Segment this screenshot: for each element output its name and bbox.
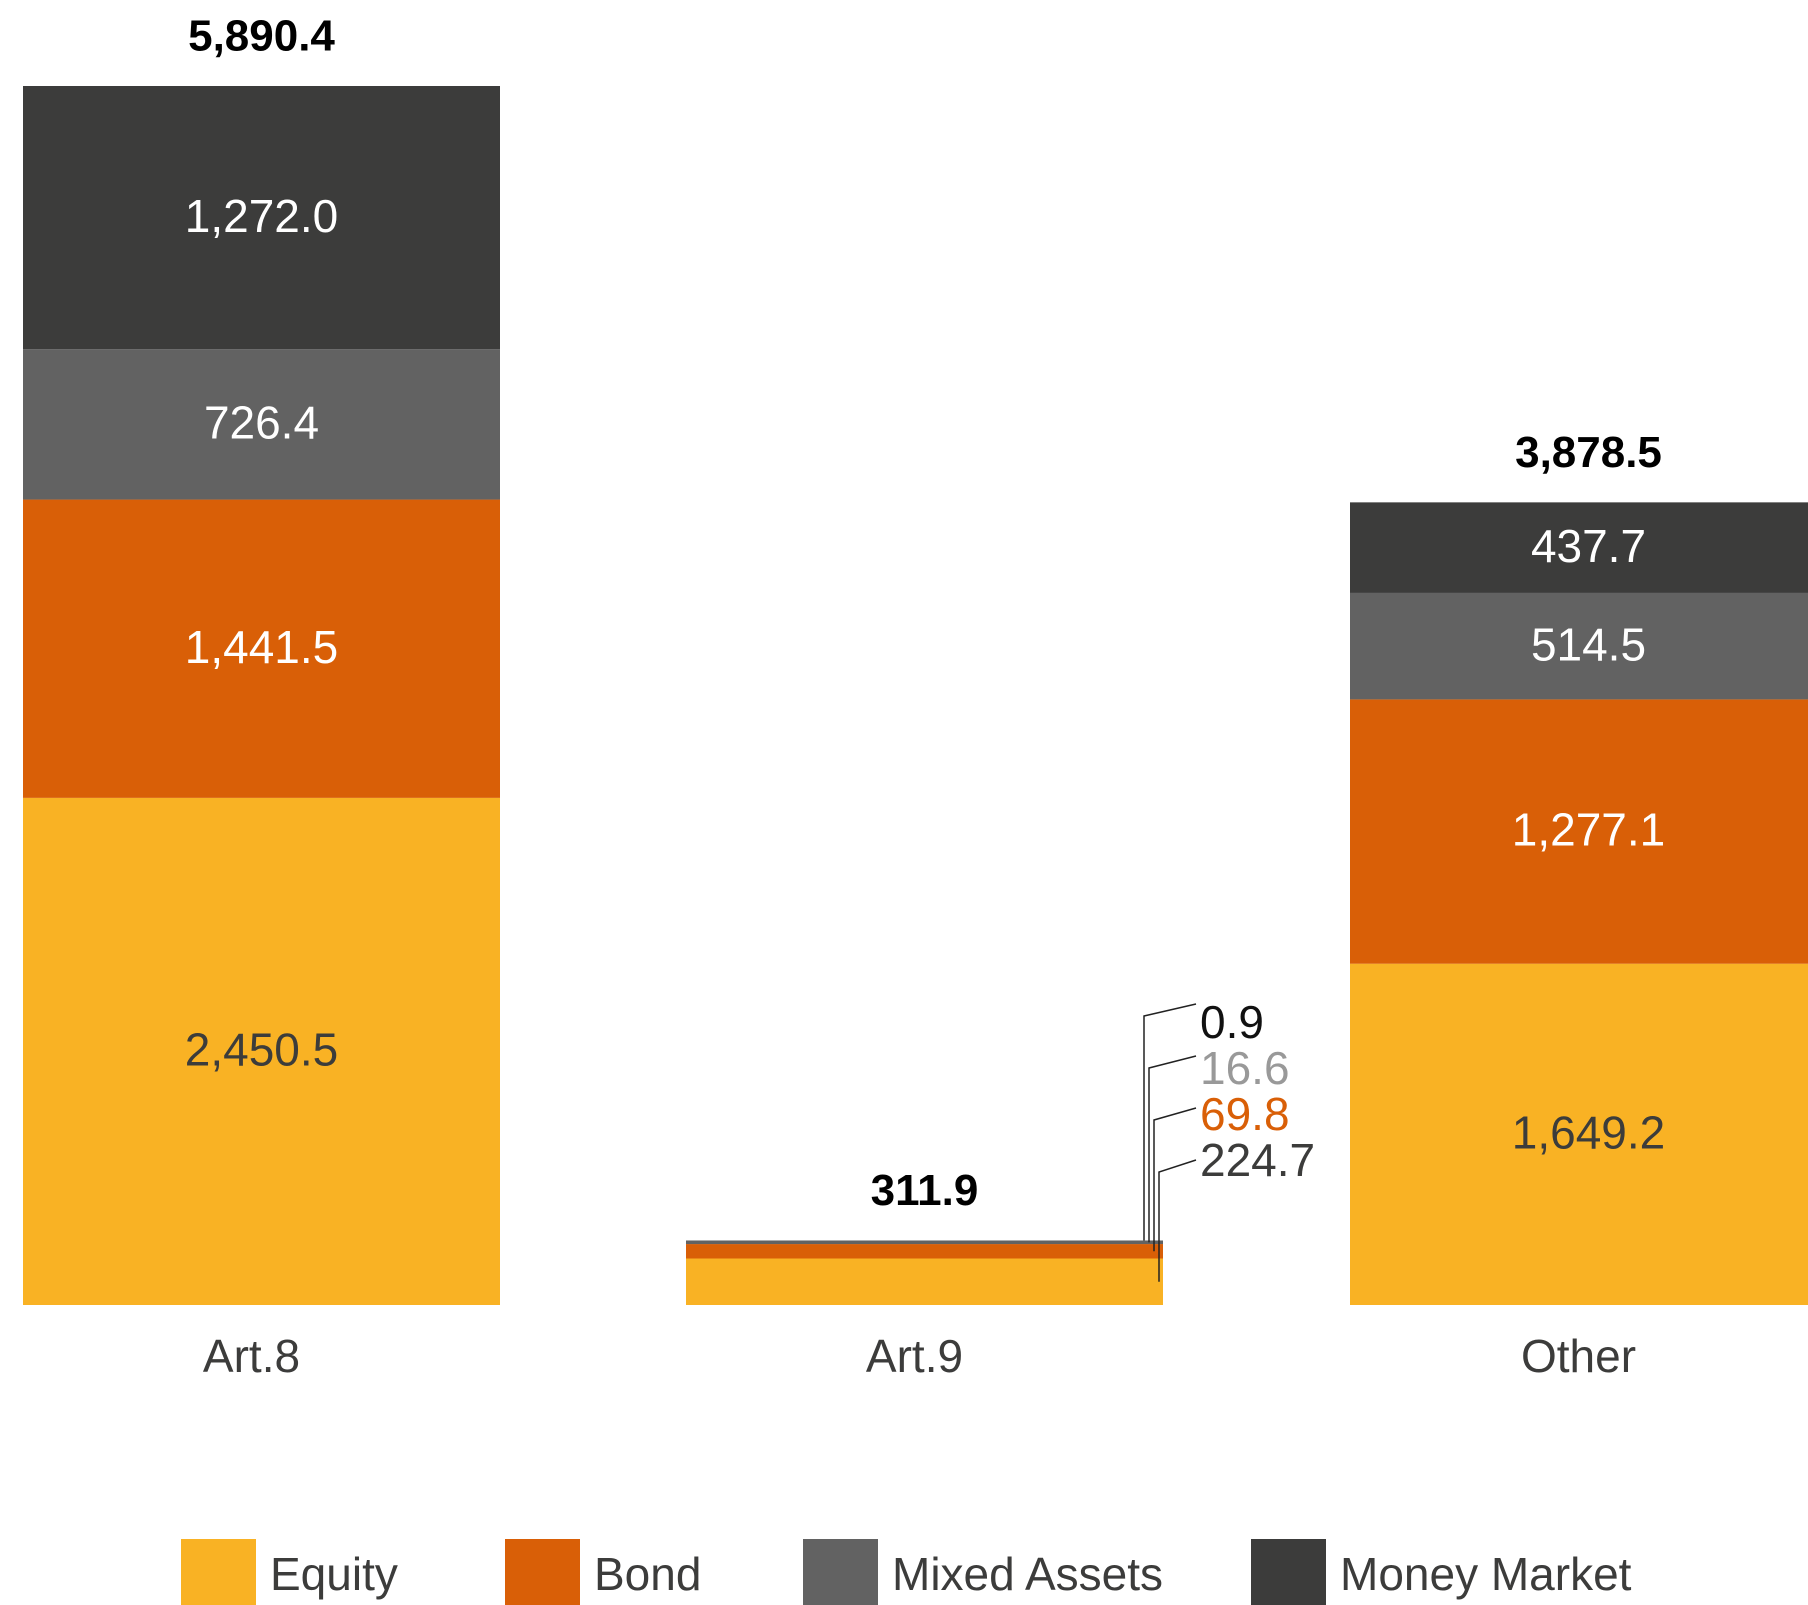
leader-line [1148, 1055, 1197, 1243]
bar-segment [1350, 592, 1808, 700]
value-label: 2,450.5 [185, 1024, 338, 1076]
legend-swatch [181, 1539, 256, 1605]
legend-label: Bond [594, 1548, 701, 1600]
bar-segment [23, 499, 500, 798]
x-tick-label: Art.9 [866, 1330, 963, 1382]
value-label: 69.8 [1200, 1088, 1290, 1140]
legend-label: Equity [270, 1548, 398, 1600]
bar-segment [1350, 502, 1808, 593]
x-tick-label: Art.8 [203, 1330, 300, 1382]
bar-segment [686, 1240, 1163, 1245]
total-label: 5,890.4 [188, 12, 335, 61]
total-label: 3,878.5 [1515, 428, 1662, 477]
total-label: 311.9 [871, 1166, 979, 1215]
legend-swatch [1251, 1539, 1326, 1605]
bar-segment [23, 797, 500, 1305]
legend-swatch [505, 1539, 580, 1605]
x-tick-label: Other [1521, 1330, 1636, 1382]
value-label: 0.9 [1200, 996, 1264, 1048]
value-label: 514.5 [1531, 618, 1646, 670]
leader-line [1143, 1003, 1197, 1241]
leader-line [1153, 1107, 1197, 1252]
bar-segment [686, 1258, 1163, 1305]
value-label: 224.7 [1200, 1134, 1315, 1186]
bar-segment [23, 349, 500, 500]
legend-label: Mixed Assets [892, 1548, 1163, 1600]
value-label: 1,272.0 [185, 190, 338, 242]
legend-label: Money Market [1340, 1548, 1632, 1600]
value-label: 1,441.5 [185, 621, 338, 673]
leader-line [1158, 1159, 1197, 1282]
value-label: 16.6 [1200, 1042, 1290, 1094]
value-label: 726.4 [204, 397, 319, 449]
bar-segment [686, 1244, 1163, 1259]
bar-segment [23, 86, 500, 350]
bar-segment [1350, 963, 1808, 1305]
bar-segment [1350, 699, 1808, 964]
value-label: 1,277.1 [1512, 804, 1665, 856]
legend-swatch [803, 1539, 878, 1605]
value-label: 437.7 [1531, 520, 1646, 572]
value-label: 1,649.2 [1512, 1107, 1665, 1159]
